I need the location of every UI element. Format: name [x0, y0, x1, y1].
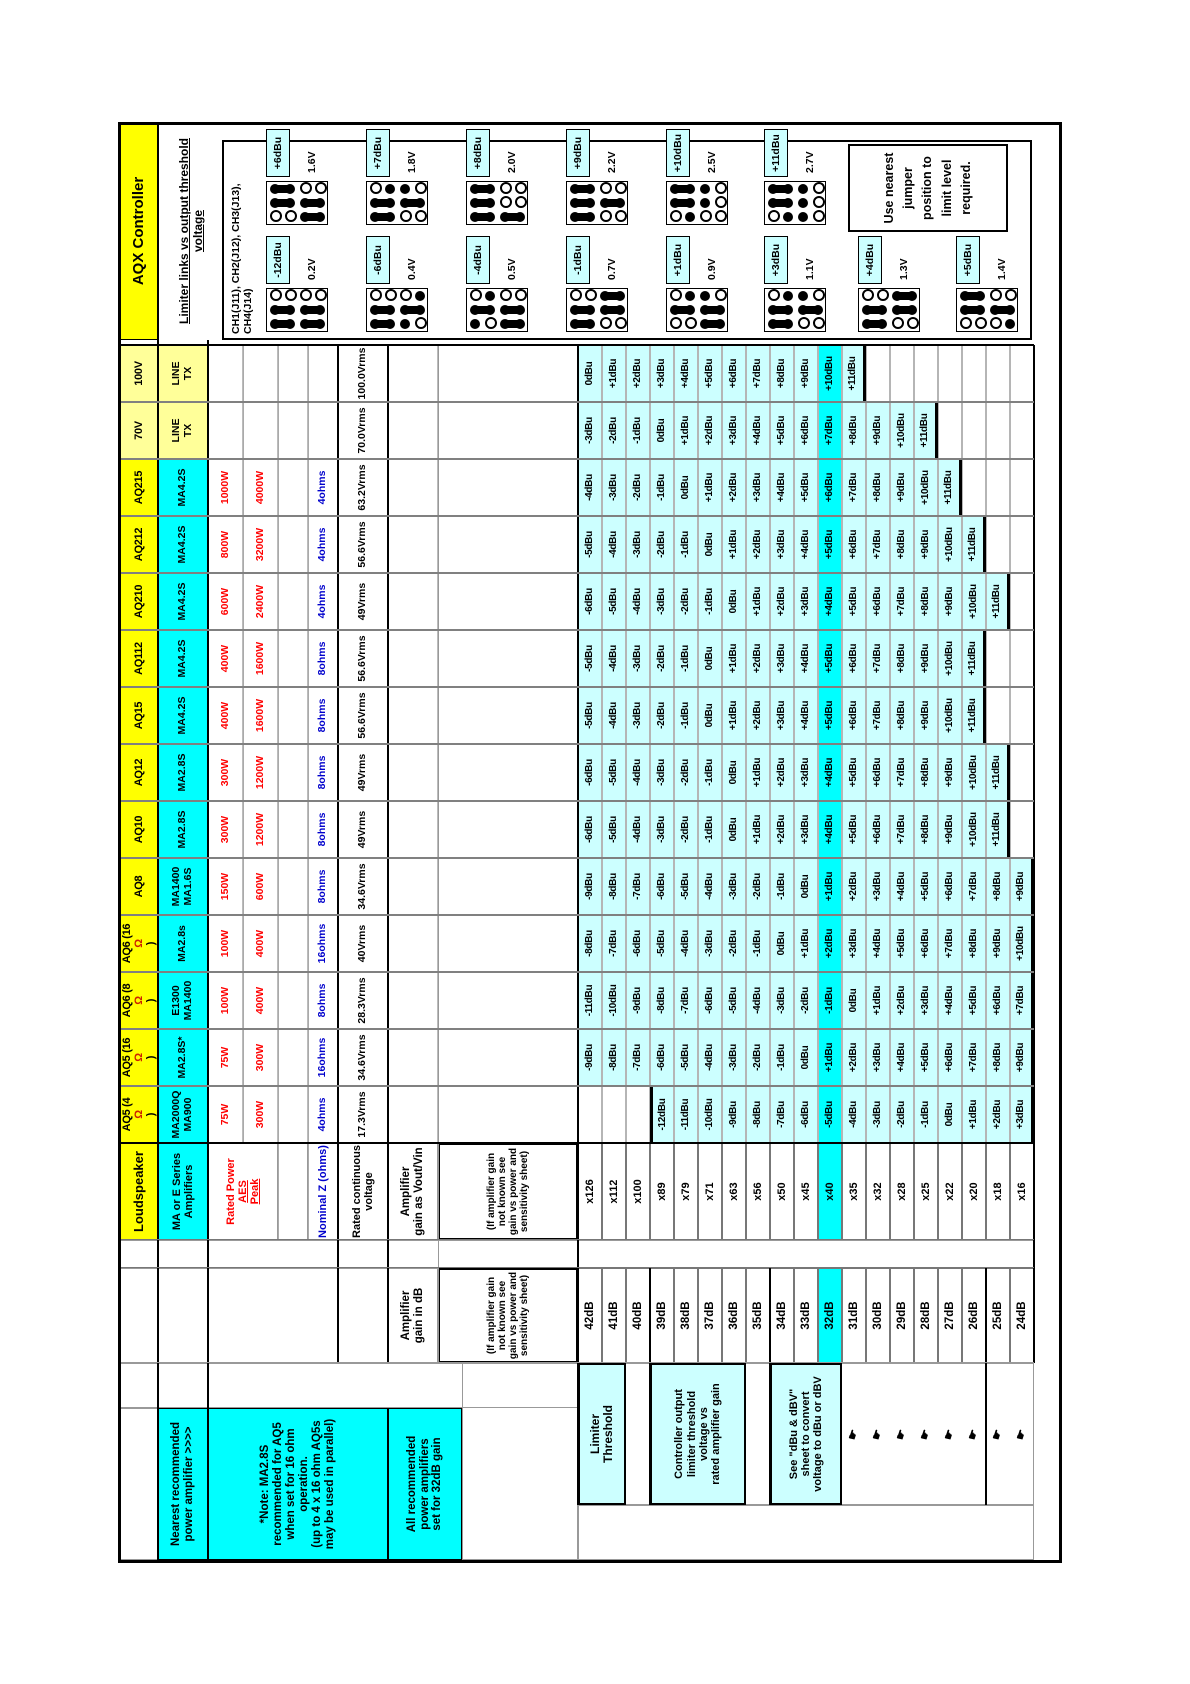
table-outer-border — [118, 122, 1062, 1563]
